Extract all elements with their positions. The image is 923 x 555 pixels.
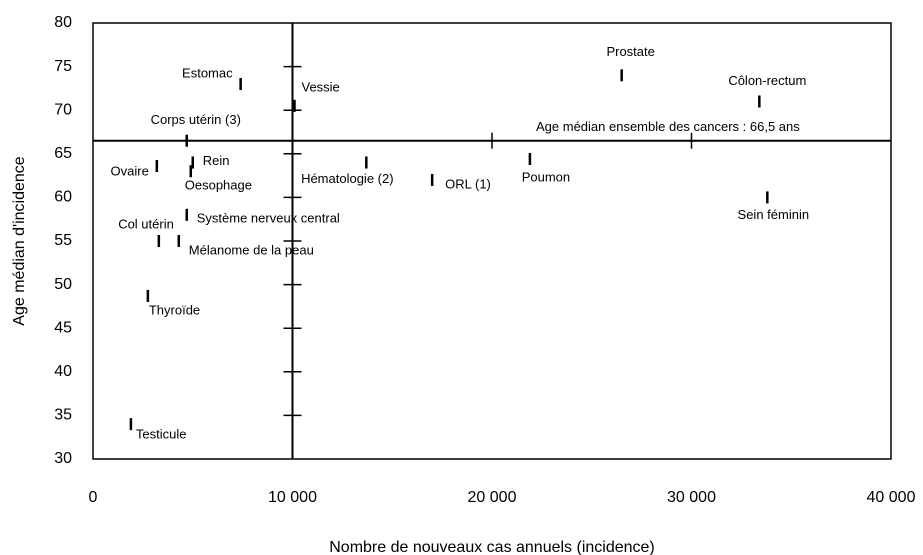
x-tick-label: 40 000: [867, 489, 916, 506]
point-label: Prostate: [606, 44, 654, 59]
point-label: Sein féminin: [738, 207, 810, 222]
point-label: Poumon: [522, 169, 570, 184]
x-tick-label: 0: [89, 489, 98, 506]
point-label: ORL (1): [445, 176, 491, 191]
point-label: Rein: [203, 153, 230, 168]
plot-frame: [92, 22, 892, 460]
y-axis-title: Age médian d'incidence: [11, 156, 28, 325]
point-label: Estomac: [182, 65, 233, 80]
point-label: Thyroïde: [149, 302, 200, 317]
y-tick-label: 65: [54, 145, 72, 162]
y-tick-label: 55: [54, 232, 72, 249]
point-label: Mélanome de la peau: [189, 242, 314, 257]
y-tick-label: 75: [54, 58, 72, 75]
point-label: Vessie: [301, 79, 339, 94]
point-label: Col utérin: [118, 216, 174, 231]
y-tick-label: 35: [54, 407, 72, 424]
point-label: Corps utérin (3): [151, 112, 241, 127]
y-tick-label: 30: [54, 450, 72, 467]
y-tick-label: 50: [54, 276, 72, 293]
point-label: Oesophage: [185, 178, 252, 193]
y-tick-label: 45: [54, 319, 72, 336]
x-tick-label: 30 000: [667, 489, 716, 506]
point-label: Hématologie (2): [301, 171, 394, 186]
y-tick-label: 70: [54, 101, 72, 118]
y-tick-label: 60: [54, 189, 72, 206]
x-axis-title: Nombre de nouveaux cas annuels (incidenc…: [329, 539, 655, 555]
y-tick-label: 80: [54, 14, 72, 31]
y-tick-label: 40: [54, 363, 72, 380]
point-label: Système nerveux central: [197, 210, 340, 225]
point-label: Testicule: [136, 427, 187, 442]
x-tick-label: 10 000: [268, 489, 317, 506]
x-tick-label: 20 000: [468, 489, 517, 506]
point-label: Côlon-rectum: [728, 73, 806, 88]
annotation: Age médian ensemble des cancers : 66,5 a…: [536, 119, 800, 134]
point-label: Ovaire: [111, 163, 149, 178]
